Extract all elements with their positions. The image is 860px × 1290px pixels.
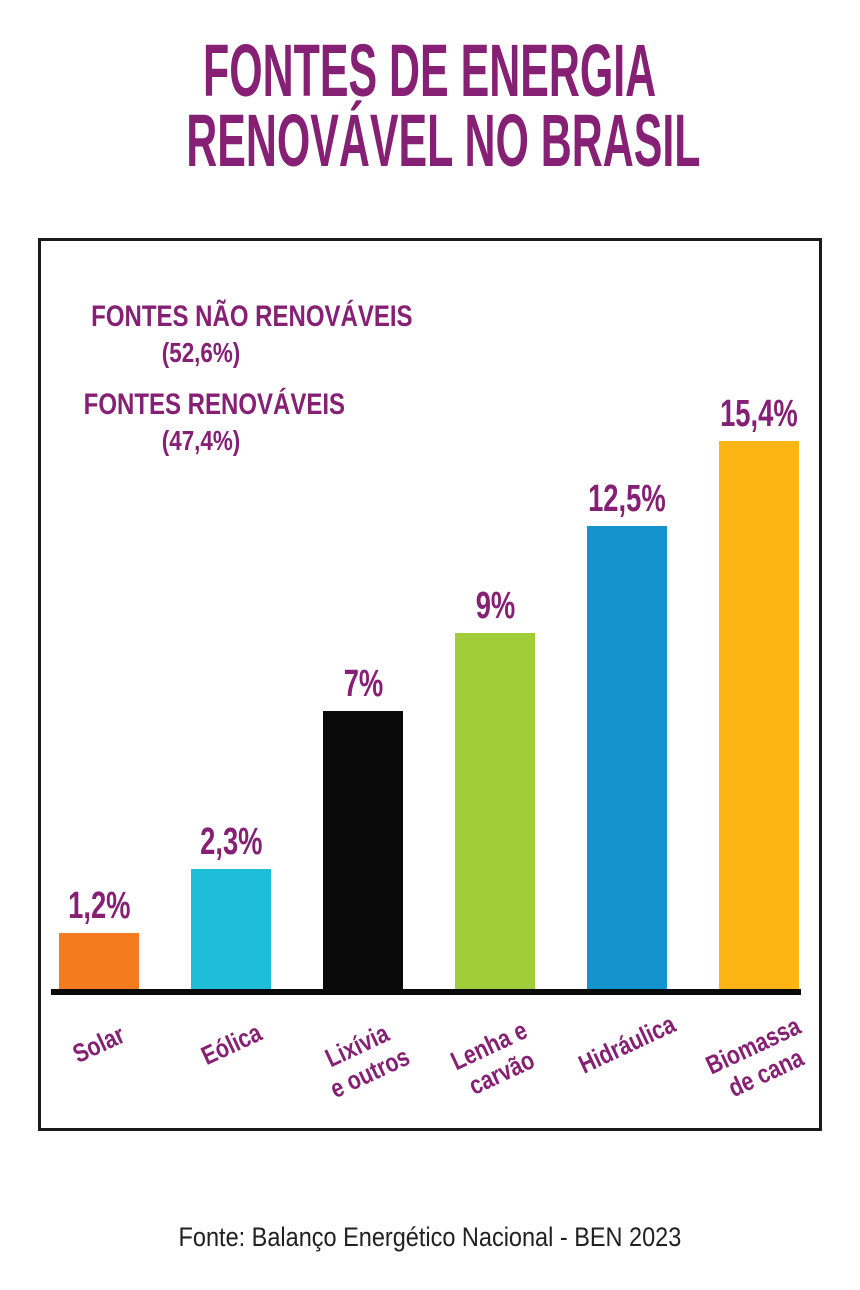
bar-lixivia-e-outros	[323, 711, 403, 989]
bar-value-label-solar: 1,2%	[67, 885, 131, 927]
bar-solar	[59, 933, 139, 989]
legend-renewable-value: (47,4%)	[161, 425, 241, 456]
bar-biomassa-de-cana	[719, 441, 799, 989]
bar-value-label-eolica: 2,3%	[199, 821, 263, 863]
chart-panel: FONTES NÃO RENOVÁVEIS (52,6%) FONTES REN…	[38, 238, 822, 1131]
bar-lenha-e-carvao	[455, 633, 535, 989]
x-axis-line	[51, 989, 801, 995]
source-caption: Fonte: Balanço Energético Nacional - BEN…	[178, 1222, 682, 1252]
legend-spacer	[51, 371, 351, 387]
x-tick-label-biomassa-de-cana: Biomassa de cana	[700, 1010, 808, 1103]
page-title-line-2: RENOVÁVEL NO BRASIL	[186, 99, 701, 182]
legend-renewable-label: FONTES RENOVÁVEIS	[83, 388, 346, 421]
bar-value-label-lixivia-e-outros: 7%	[343, 663, 383, 705]
page-title-line-1: FONTES DE ENERGIA	[203, 29, 657, 112]
bar-eolica	[191, 869, 271, 989]
legend-non-renewable-label: FONTES NÃO RENOVÁVEIS	[91, 300, 413, 333]
chart-legend: FONTES NÃO RENOVÁVEIS (52,6%) FONTES REN…	[51, 299, 413, 459]
bar-hidraulica	[587, 526, 667, 989]
page-title: FONTES DE ENERGIA RENOVÁVEL NO BRASIL	[0, 29, 860, 182]
legend-non-renewable-value: (52,6%)	[161, 337, 241, 368]
bar-value-label-lenha-e-carvao: 9%	[475, 585, 515, 627]
bar-value-label-hidraulica: 12,5%	[588, 478, 666, 520]
bar-value-label-biomassa-de-cana: 15,4%	[720, 393, 798, 435]
